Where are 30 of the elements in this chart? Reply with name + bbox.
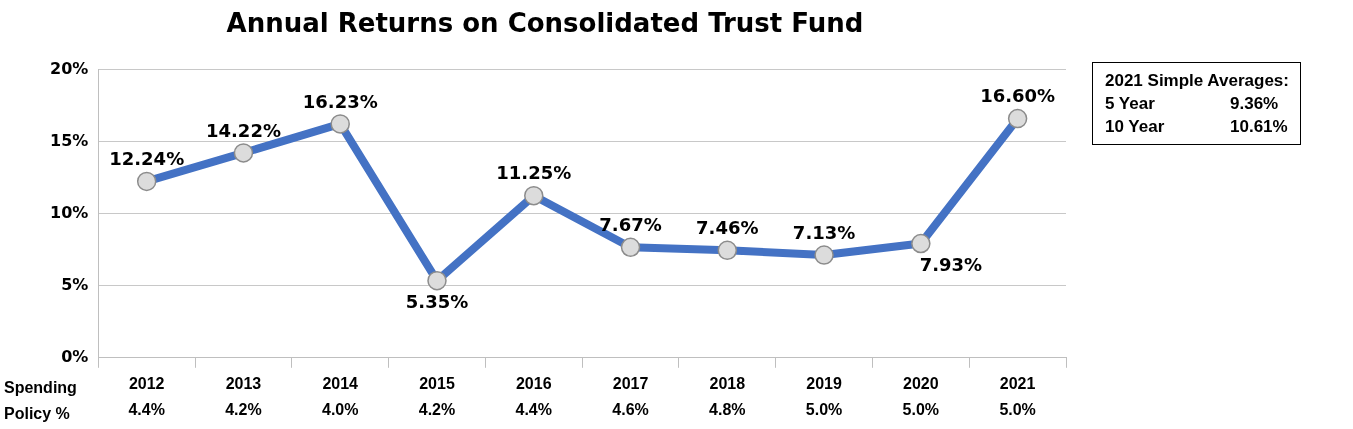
x-axis-title: Spending Policy % (4, 378, 77, 424)
y-tick-label: 10% (50, 202, 89, 222)
x-tick-label: 2016 4.4% (515, 375, 552, 418)
data-label: 16.23% (302, 90, 378, 112)
data-label: 11.25% (496, 162, 572, 184)
x-tick-label: 2017 4.6% (612, 375, 649, 418)
data-label: 12.24% (109, 148, 185, 170)
text: 10 Year 10.61% (1105, 117, 1288, 136)
x-tick-label: 2018 4.8% (709, 375, 746, 418)
chart-title: Annual Returns on Consolidated Trust Fund (225, 8, 865, 38)
data-label: 16.60% (980, 85, 1056, 107)
x-tick-label: 2013 4.2% (225, 375, 262, 418)
x-tick-label: 2019 5.0% (805, 375, 843, 418)
data-label: 7.93% (919, 254, 983, 276)
y-tick-label: 0% (61, 346, 89, 366)
y-tick-label: 5% (61, 274, 89, 294)
x-tick-label: 2020 5.0% (902, 375, 940, 418)
x-tick-label: 2012 4.4% (128, 375, 165, 418)
data-label: 7.13% (792, 221, 856, 243)
y-tick-label: 15% (50, 130, 89, 150)
data-label: 7.46% (696, 216, 759, 238)
y-tick-label: 20% (50, 58, 89, 78)
x-tick-label: 2015 4.2% (418, 375, 456, 418)
data-label: 7.67% (599, 213, 662, 235)
data-label: 5.35% (405, 291, 469, 313)
text: 5 Year 9.36% (1105, 94, 1279, 113)
text: 2021 Simple Averages: (1105, 70, 1289, 92)
x-tick-label: 2014 4.0% (321, 375, 359, 418)
data-label: 14.22% (205, 119, 281, 141)
x-tick-label: 2021 5.0% (999, 375, 1036, 418)
